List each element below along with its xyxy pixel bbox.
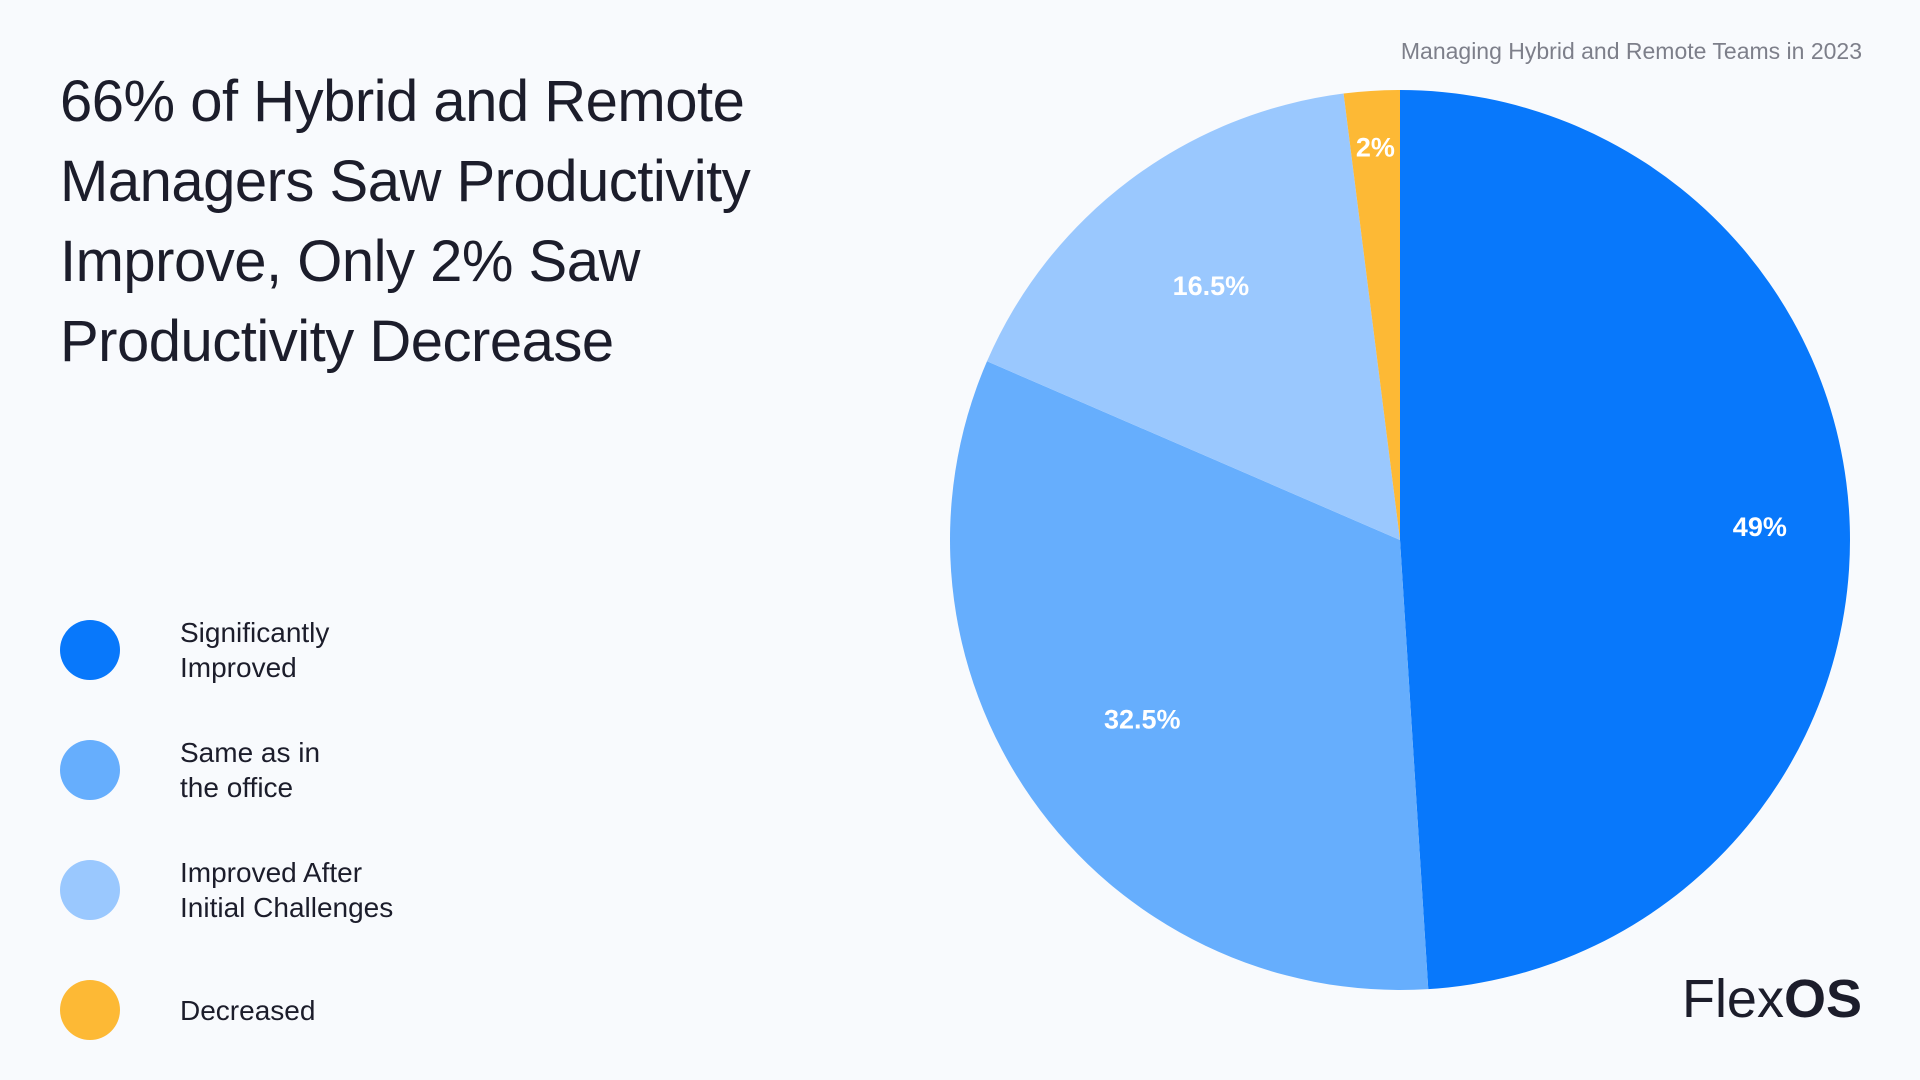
pie-data-label: 16.5% [1173,271,1250,301]
legend-label-line: Significantly [180,617,330,648]
legend-label-line: Initial Challenges [180,892,394,923]
pie-slice-same-as-in-the-office [950,361,1429,990]
legend-item-same-as-office: Same as in the office [60,710,480,830]
pie-chart: 49% 32.5% 16.5% 2% [950,90,1850,990]
legend-label-line: Improved After [180,857,363,888]
legend-swatch [60,980,120,1040]
legend-item-improved-after-challenges: Improved After Initial Challenges [60,830,480,950]
legend-swatch [60,860,120,920]
brand-logo: FlexOS [1682,968,1862,1030]
legend-swatch [60,740,120,800]
pie-slice-significantly-improved [1400,90,1850,990]
page-title: 66% of Hybrid and Remote Managers Saw Pr… [60,69,751,374]
legend-swatch [60,620,120,680]
legend-label-line: the office [180,772,294,803]
chart-legend: Significantly Improved Same as in the of… [60,590,480,1070]
legend-item-decreased: Decreased [60,950,480,1070]
pie-data-label: 2% [1356,132,1395,162]
pie-slice-decreased [1343,90,1400,540]
chart-subtitle: Managing Hybrid and Remote Teams in 2023 [1400,38,1862,64]
brand-logo-light: Flex [1681,969,1784,1029]
legend-item-significantly-improved: Significantly Improved [60,590,480,710]
legend-label-line: Decreased [180,994,316,1026]
brand-logo-bold: OS [1783,969,1862,1029]
pie-data-label: 49% [1733,512,1787,542]
pie-data-label: 32.5% [1104,704,1181,734]
legend-label-line: Improved [180,652,297,683]
pie-slice-improved-after-initial-challenges [987,93,1400,540]
legend-label: Decreased [180,993,440,1028]
legend-label-line: Same as in [180,737,321,768]
legend-label: Improved After Initial Challenges [180,855,440,925]
legend-label: Same as in the office [180,735,440,805]
legend-label: Significantly Improved [180,615,440,685]
